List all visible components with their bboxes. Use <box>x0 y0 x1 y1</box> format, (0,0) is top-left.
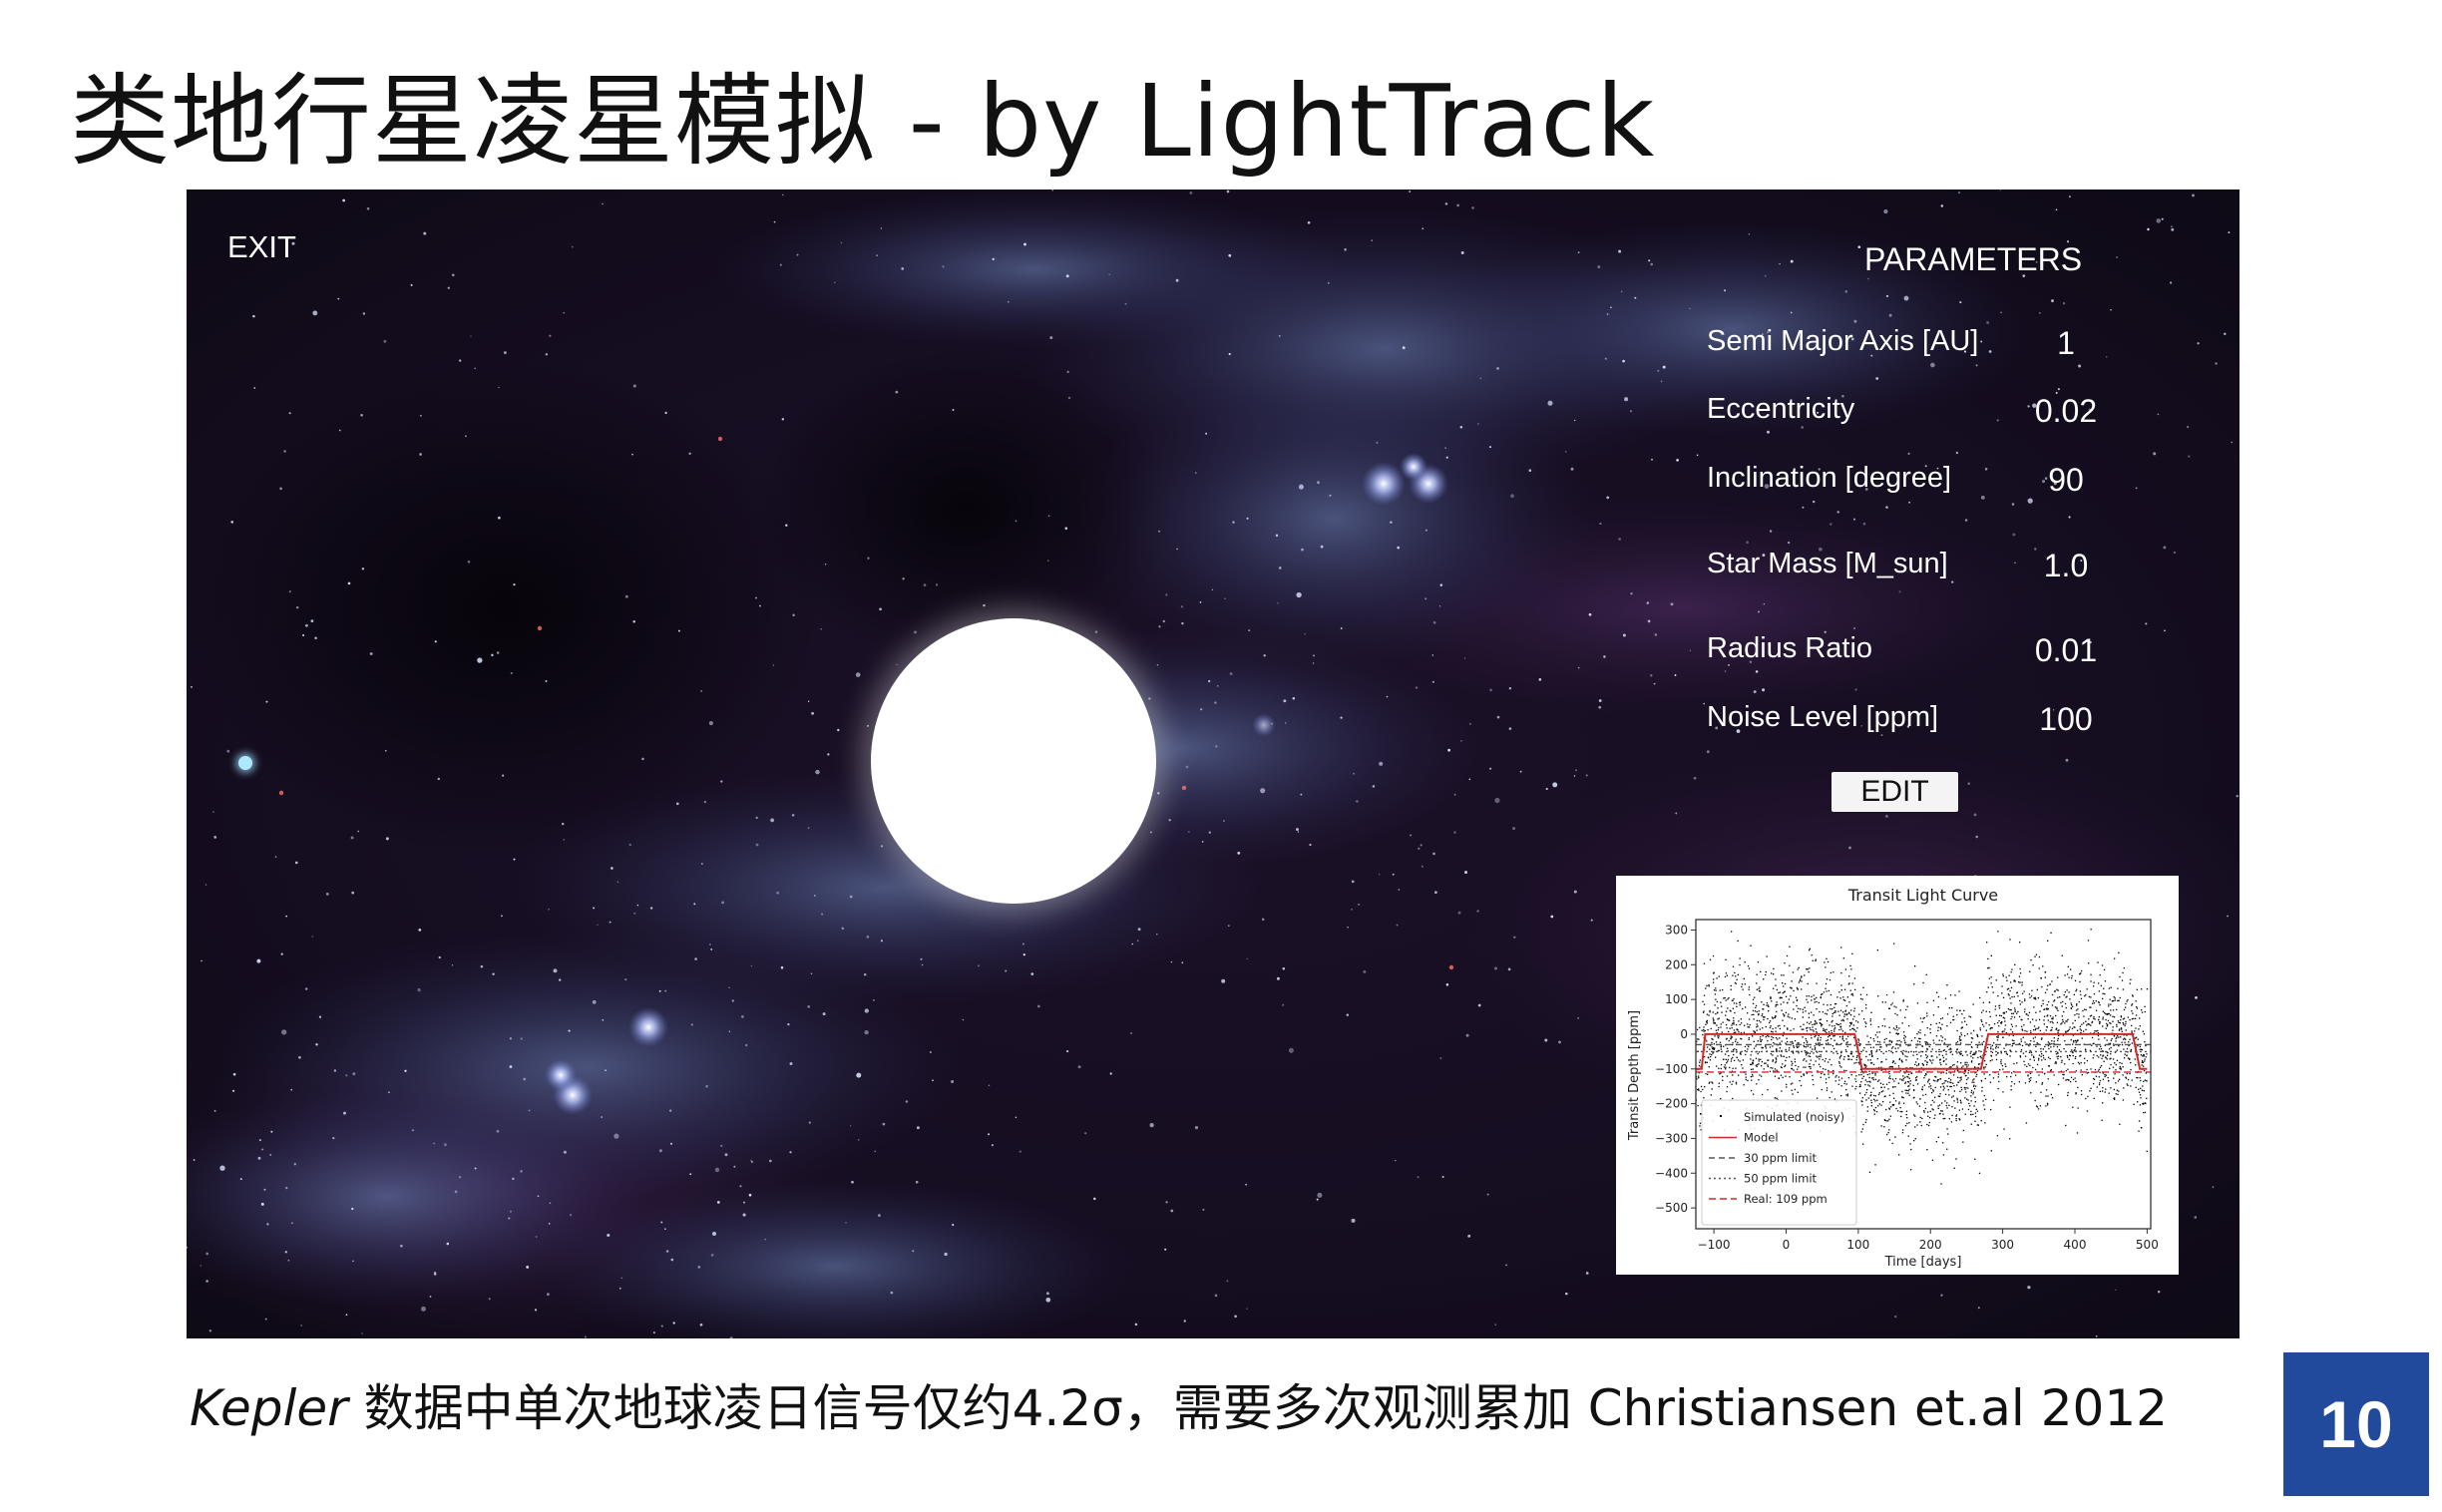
semi-major-axis-input[interactable] <box>1996 325 2136 362</box>
y-tick-label: −200 <box>1655 1097 1688 1111</box>
param-row-semi-major-axis: Semi Major Axis [AU] <box>1707 325 2176 365</box>
model-line <box>1696 1032 2148 1070</box>
page-number: 10 <box>2283 1352 2429 1496</box>
y-tick-label: −100 <box>1655 1062 1688 1076</box>
x-tick-label: 400 <box>2064 1238 2087 1252</box>
caption-text: 数据中单次地球凌日信号仅约4.2σ，需要多次观测累加 Christiansen … <box>347 1379 2168 1437</box>
y-tick-label: −400 <box>1655 1166 1688 1180</box>
ticks-layer: −100 0 100 200 300 400 500 300 200 100 0 −100 −200 −3… <box>1655 923 2159 1252</box>
legend-box <box>1701 1099 1857 1226</box>
slide-title: 类地行星凌星模拟 - by LightTrack <box>70 63 1656 180</box>
chart-legend: Simulated (noisy) Model 30 ppm limit 50 ppm… <box>1701 1099 1857 1226</box>
y-tick-label: 0 <box>1680 1027 1688 1041</box>
x-tick-label: 300 <box>1991 1238 2014 1252</box>
param-label: Semi Major Axis [AU] <box>1707 325 1979 357</box>
x-tick-label: −100 <box>1698 1238 1731 1252</box>
y-tick-label: 200 <box>1665 957 1688 971</box>
param-label: Eccentricity <box>1707 393 1855 425</box>
param-row-noise-level: Noise Level [ppm] <box>1707 701 2176 741</box>
legend-entry: Real: 109 ppm <box>1744 1192 1828 1206</box>
inclination-input[interactable] <box>1996 462 2136 499</box>
y-tick-label: 300 <box>1665 923 1688 937</box>
param-label: Noise Level [ppm] <box>1707 701 1939 733</box>
lines-layer <box>1696 1032 2151 1073</box>
y-tick-label: −500 <box>1655 1201 1688 1215</box>
x-tick-label: 500 <box>2136 1238 2159 1252</box>
param-row-eccentricity: Eccentricity <box>1707 393 2176 433</box>
param-row-star-mass: Star Mass [M_sun] <box>1707 548 2176 587</box>
light-curve-plot: Transit Light Curve −100 0 100 200 300 400 500… <box>1616 876 2179 1275</box>
planet-marker <box>238 756 252 770</box>
chart-title: Transit Light Curve <box>1847 886 1998 905</box>
param-label: Inclination [degree] <box>1707 462 1952 494</box>
simulation-viewport[interactable]: EXIT PARAMETERS Semi Major Axis [AU] Ecc… <box>187 189 2239 1338</box>
eccentricity-input[interactable] <box>1996 393 2136 430</box>
edit-button[interactable]: EDIT <box>1832 772 1958 812</box>
x-tick-label: 200 <box>1919 1238 1942 1252</box>
noise-level-input[interactable] <box>1996 701 2136 738</box>
star-mass-input[interactable] <box>1996 548 2136 584</box>
plot-frame <box>1695 919 2152 1230</box>
x-tick-label: 0 <box>1783 1238 1791 1252</box>
x-axis-label: Time [days] <box>1884 1255 1962 1270</box>
light-curve-chart: Transit Light Curve −100 0 100 200 300 400 500… <box>1627 886 2159 1270</box>
param-row-radius-ratio: Radius Ratio <box>1707 632 2176 672</box>
param-label: Radius Ratio <box>1707 632 1873 664</box>
legend-entry: 30 ppm limit <box>1744 1151 1818 1165</box>
y-tick-label: 100 <box>1665 992 1688 1006</box>
param-row-inclination: Inclination [degree] <box>1707 462 2176 502</box>
scatter-layer <box>1695 929 2149 1185</box>
legend-entry: 50 ppm limit <box>1744 1172 1818 1186</box>
legend-entry: Model <box>1744 1131 1779 1145</box>
exit-button[interactable]: EXIT <box>227 229 296 264</box>
parameters-title: PARAMETERS <box>1863 241 2083 277</box>
slide-caption: Kepler 数据中单次地球凌日信号仅约4.2σ，需要多次观测累加 Christ… <box>190 1368 2168 1440</box>
legend-entry: Simulated (noisy) <box>1744 1110 1844 1124</box>
caption-italic: Kepler <box>190 1379 348 1437</box>
host-star <box>871 618 1156 904</box>
x-tick-label: 100 <box>1846 1238 1869 1252</box>
radius-ratio-input[interactable] <box>1996 632 2136 669</box>
space-background <box>187 189 2239 1338</box>
param-label: Star Mass [M_sun] <box>1707 548 1948 579</box>
y-tick-label: −300 <box>1655 1131 1688 1145</box>
y-axis-label: Transit Depth [ppm] <box>1627 1010 1642 1141</box>
